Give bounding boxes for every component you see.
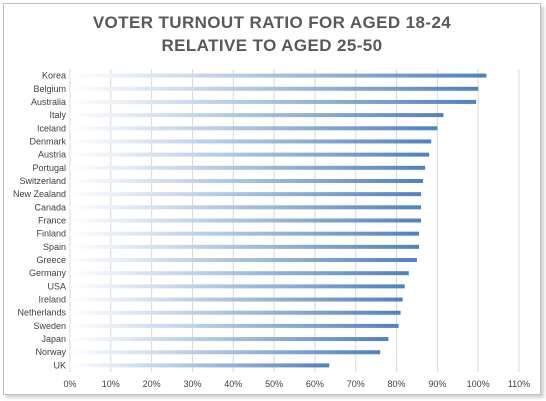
category-label: Ireland	[38, 295, 66, 305]
category-label: Korea	[42, 71, 66, 81]
bar-norway	[70, 350, 381, 355]
category-label: Finland	[36, 229, 66, 239]
category-label: New Zealand	[13, 189, 66, 199]
bar-spain	[70, 244, 419, 249]
bar-denmark	[70, 139, 432, 144]
category-label: Sweden	[33, 321, 66, 331]
category-label: Spain	[43, 242, 66, 252]
bar-new-zealand	[70, 192, 422, 197]
bar-portugal	[70, 165, 426, 170]
bar-usa	[70, 284, 405, 289]
bar-finland	[70, 231, 419, 236]
bars	[70, 73, 487, 368]
chart-frame: VOTER TURNOUT RATIO FOR AGED 18-24 RELAT…	[3, 3, 541, 395]
bar-australia	[70, 99, 477, 104]
bar-canada	[70, 205, 422, 210]
x-tick-label: 70%	[347, 379, 365, 389]
bar-korea	[70, 73, 487, 78]
category-label: Switzerland	[19, 176, 66, 186]
x-tick-label: 20%	[143, 379, 161, 389]
category-label: USA	[47, 281, 66, 291]
bar-germany	[70, 271, 409, 276]
category-label: Australia	[31, 97, 66, 107]
x-tick-label: 110%	[508, 379, 530, 389]
chart-title-line-1: VOTER TURNOUT RATIO FOR AGED 18-24	[92, 13, 452, 32]
bar-chart: Korea Belgium Australia Italy Iceland Denmark…	[13, 69, 530, 389]
chart-title-line-2: RELATIVE TO AGED 25-50	[161, 36, 383, 55]
bar-belgium	[70, 86, 479, 91]
x-tick-label: 60%	[306, 379, 324, 389]
category-labels: Korea Belgium Australia Italy Iceland Denmark…	[13, 71, 67, 371]
bar-ireland	[70, 297, 403, 302]
x-tick-label: 90%	[428, 379, 446, 389]
category-label: UK	[53, 360, 66, 370]
bar-france	[70, 218, 422, 223]
x-tick-label: 10%	[102, 379, 120, 389]
category-label: Italy	[49, 110, 66, 120]
category-label: Belgium	[33, 84, 66, 94]
category-label: Norway	[35, 347, 66, 357]
bar-austria	[70, 152, 430, 157]
category-label: Netherlands	[17, 308, 66, 318]
category-label: Germany	[29, 268, 67, 278]
category-label: Canada	[34, 202, 66, 212]
x-tick-label: 50%	[265, 379, 283, 389]
bar-uk	[70, 363, 330, 368]
x-tick-label: 30%	[183, 379, 201, 389]
gridlines	[69, 69, 520, 372]
x-tick-label: 0%	[63, 379, 76, 389]
bar-iceland	[70, 126, 438, 131]
category-label: Greece	[36, 255, 66, 265]
category-label: Denmark	[29, 136, 66, 146]
category-label: Portugal	[32, 163, 66, 173]
category-label: Austria	[38, 150, 66, 160]
bar-switzerland	[70, 178, 424, 183]
x-tick-label: 80%	[388, 379, 406, 389]
category-label: France	[38, 216, 66, 226]
bar-italy	[70, 113, 444, 118]
bar-japan	[70, 337, 389, 342]
x-tick-labels: 0% 10% 20% 30% 40% 50% 60% 70% 80% 90% 100% 110%	[63, 379, 530, 389]
x-tick-label: 100%	[467, 379, 490, 389]
bar-sweden	[70, 323, 399, 328]
x-tick-label: 40%	[224, 379, 242, 389]
bar-netherlands	[70, 310, 401, 315]
category-label: Japan	[41, 334, 66, 344]
bar-greece	[70, 258, 417, 263]
category-label: Iceland	[37, 123, 66, 133]
